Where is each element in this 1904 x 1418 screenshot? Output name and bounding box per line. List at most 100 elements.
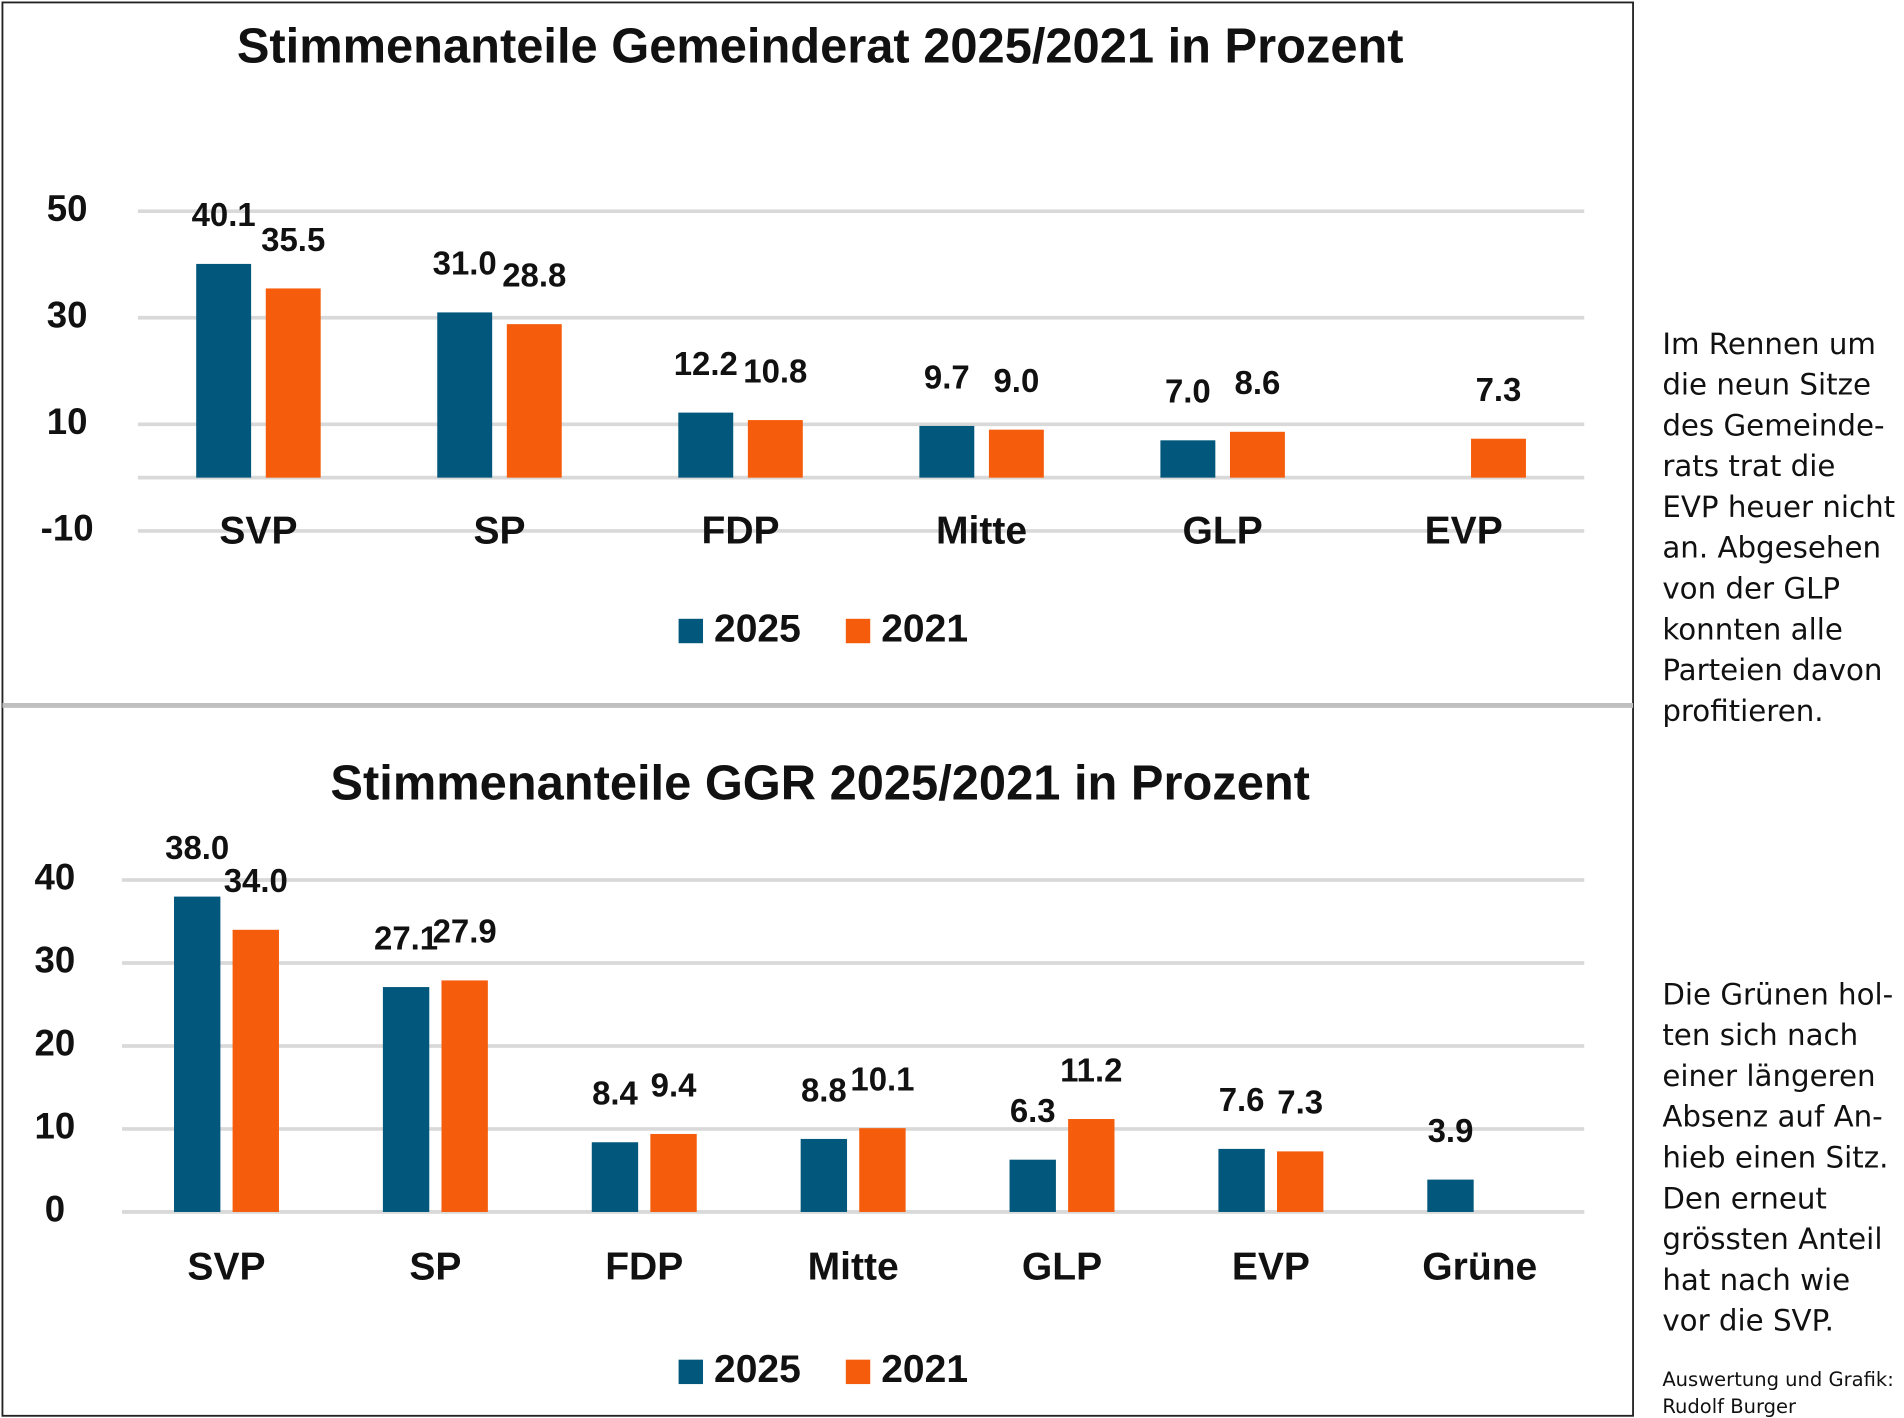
credit-line: Auswertung und Grafik:: [1662, 1368, 1893, 1391]
x-tick-label: GLP: [1022, 1246, 1102, 1289]
legend-label: 2025: [714, 1348, 801, 1391]
value-label: 8.4: [592, 1075, 638, 1112]
y-tick-label: -10: [41, 508, 94, 549]
y-tick-label: 50: [47, 188, 88, 229]
bar: [1277, 1151, 1324, 1212]
bar: [919, 425, 975, 478]
x-tick-label: Mitte: [936, 510, 1027, 553]
y-tick-label: 30: [47, 294, 88, 335]
x-tick-label: EVP: [1232, 1246, 1310, 1289]
value-label: 27.9: [433, 913, 497, 950]
note-line: Parteien davon: [1662, 653, 1882, 687]
note-line: grössten Anteil: [1662, 1222, 1882, 1256]
note-line: Im Rennen um: [1662, 327, 1876, 361]
frame: [1, 1, 1634, 1417]
title-box: Stimmenanteile GGR 2025/2021 in Prozent: [330, 756, 1310, 811]
legend-label: 2021: [881, 1348, 968, 1391]
note-line: Die Grünen hol-: [1662, 977, 1893, 1011]
legend-swatch: [845, 1359, 871, 1385]
y-tick-label: 40: [35, 857, 76, 898]
note-line: rats trat die: [1662, 449, 1835, 483]
bar: [382, 987, 430, 1212]
x-tick-label: GLP: [1183, 510, 1263, 553]
x-tick-label: EVP: [1425, 510, 1503, 553]
note-line: an. Abgesehen: [1662, 531, 1881, 565]
value-label: 27.1: [374, 919, 438, 956]
x-tick-label: FDP: [701, 510, 779, 553]
note-line: vor die SVP.: [1662, 1304, 1834, 1338]
y-tick-label: 20: [35, 1023, 76, 1064]
x-tick-label: Mitte: [808, 1246, 899, 1289]
credit-line: Rudolf Burger: [1662, 1395, 1797, 1418]
bar: [800, 1138, 848, 1212]
value-label: 8.6: [1235, 364, 1281, 401]
note-line: profitieren.: [1662, 694, 1823, 728]
x-tick-label: SP: [473, 510, 525, 553]
note-line: hieb einen Sitz.: [1662, 1141, 1888, 1175]
y-tick-label: 30: [35, 940, 76, 981]
bar: [650, 1133, 697, 1212]
value-label: 34.0: [224, 862, 288, 899]
bar: [1218, 1148, 1265, 1212]
bar: [678, 412, 734, 478]
chart-title: Stimmenanteile Gemeinderat 2025/2021 in …: [236, 19, 1404, 74]
x-tick-label: SVP: [219, 510, 297, 553]
legend-label: 2021: [881, 607, 968, 650]
note-line: Absenz auf An-: [1662, 1100, 1882, 1134]
value-label: 7.6: [1219, 1081, 1265, 1118]
value-label: 31.0: [433, 245, 497, 282]
bar: [265, 288, 321, 478]
y-tick-label: 0: [45, 1189, 65, 1230]
value-label: 11.2: [1060, 1051, 1122, 1088]
note-line: ten sich nach: [1662, 1018, 1858, 1052]
value-label: 28.8: [502, 256, 566, 293]
x-tick-label: FDP: [605, 1246, 683, 1289]
value-label: 9.7: [924, 358, 970, 395]
note-line: die neun Sitze: [1662, 368, 1871, 402]
bar: [1229, 431, 1285, 478]
value-label: 7.3: [1277, 1084, 1323, 1121]
value-label: 7.3: [1476, 371, 1522, 408]
legend-swatch: [845, 618, 871, 644]
value-label: 6.3: [1010, 1092, 1056, 1129]
chart-title: Stimmenanteile GGR 2025/2021 in Prozent: [330, 756, 1310, 811]
value-label: 9.0: [993, 362, 1039, 399]
bar: [437, 312, 493, 478]
note-line: von der GLP: [1662, 571, 1840, 605]
y-tick-label: 10: [47, 401, 88, 442]
title-box: Stimmenanteile Gemeinderat 2025/2021 in …: [236, 19, 1404, 74]
bar: [506, 324, 562, 478]
legend-swatch: [678, 618, 704, 644]
bar: [1160, 440, 1216, 478]
x-tick-label: Grüne: [1422, 1246, 1537, 1289]
value-label: 10.1: [850, 1060, 914, 1097]
note-line: einer längeren: [1662, 1059, 1875, 1093]
bar: [174, 896, 221, 1212]
note-line: konnten alle: [1662, 612, 1843, 646]
bar: [747, 420, 803, 478]
y-tick-label: 10: [35, 1106, 76, 1147]
bar: [591, 1142, 639, 1212]
legend-swatch: [678, 1359, 704, 1385]
value-label: 7.0: [1165, 373, 1211, 410]
bar: [1427, 1179, 1474, 1212]
bar: [1471, 438, 1526, 478]
note-line: EVP heuer nicht: [1662, 490, 1895, 524]
bar: [441, 980, 488, 1212]
value-label: 8.8: [801, 1071, 847, 1108]
value-label: 9.4: [651, 1066, 697, 1103]
value-label: 12.2: [674, 345, 738, 382]
value-label: 10.8: [743, 352, 807, 389]
bar: [1009, 1159, 1056, 1212]
value-label: 38.0: [165, 829, 229, 866]
note-line: hat nach wie: [1662, 1263, 1850, 1297]
note-line: des Gemeinde-: [1662, 408, 1884, 442]
value-label: 35.5: [261, 221, 325, 258]
x-tick-label: SP: [409, 1246, 461, 1289]
bar: [1068, 1119, 1115, 1212]
bar: [232, 929, 279, 1212]
value-label: 3.9: [1428, 1112, 1474, 1149]
bar: [988, 429, 1044, 478]
x-tick-label: SVP: [187, 1246, 265, 1289]
